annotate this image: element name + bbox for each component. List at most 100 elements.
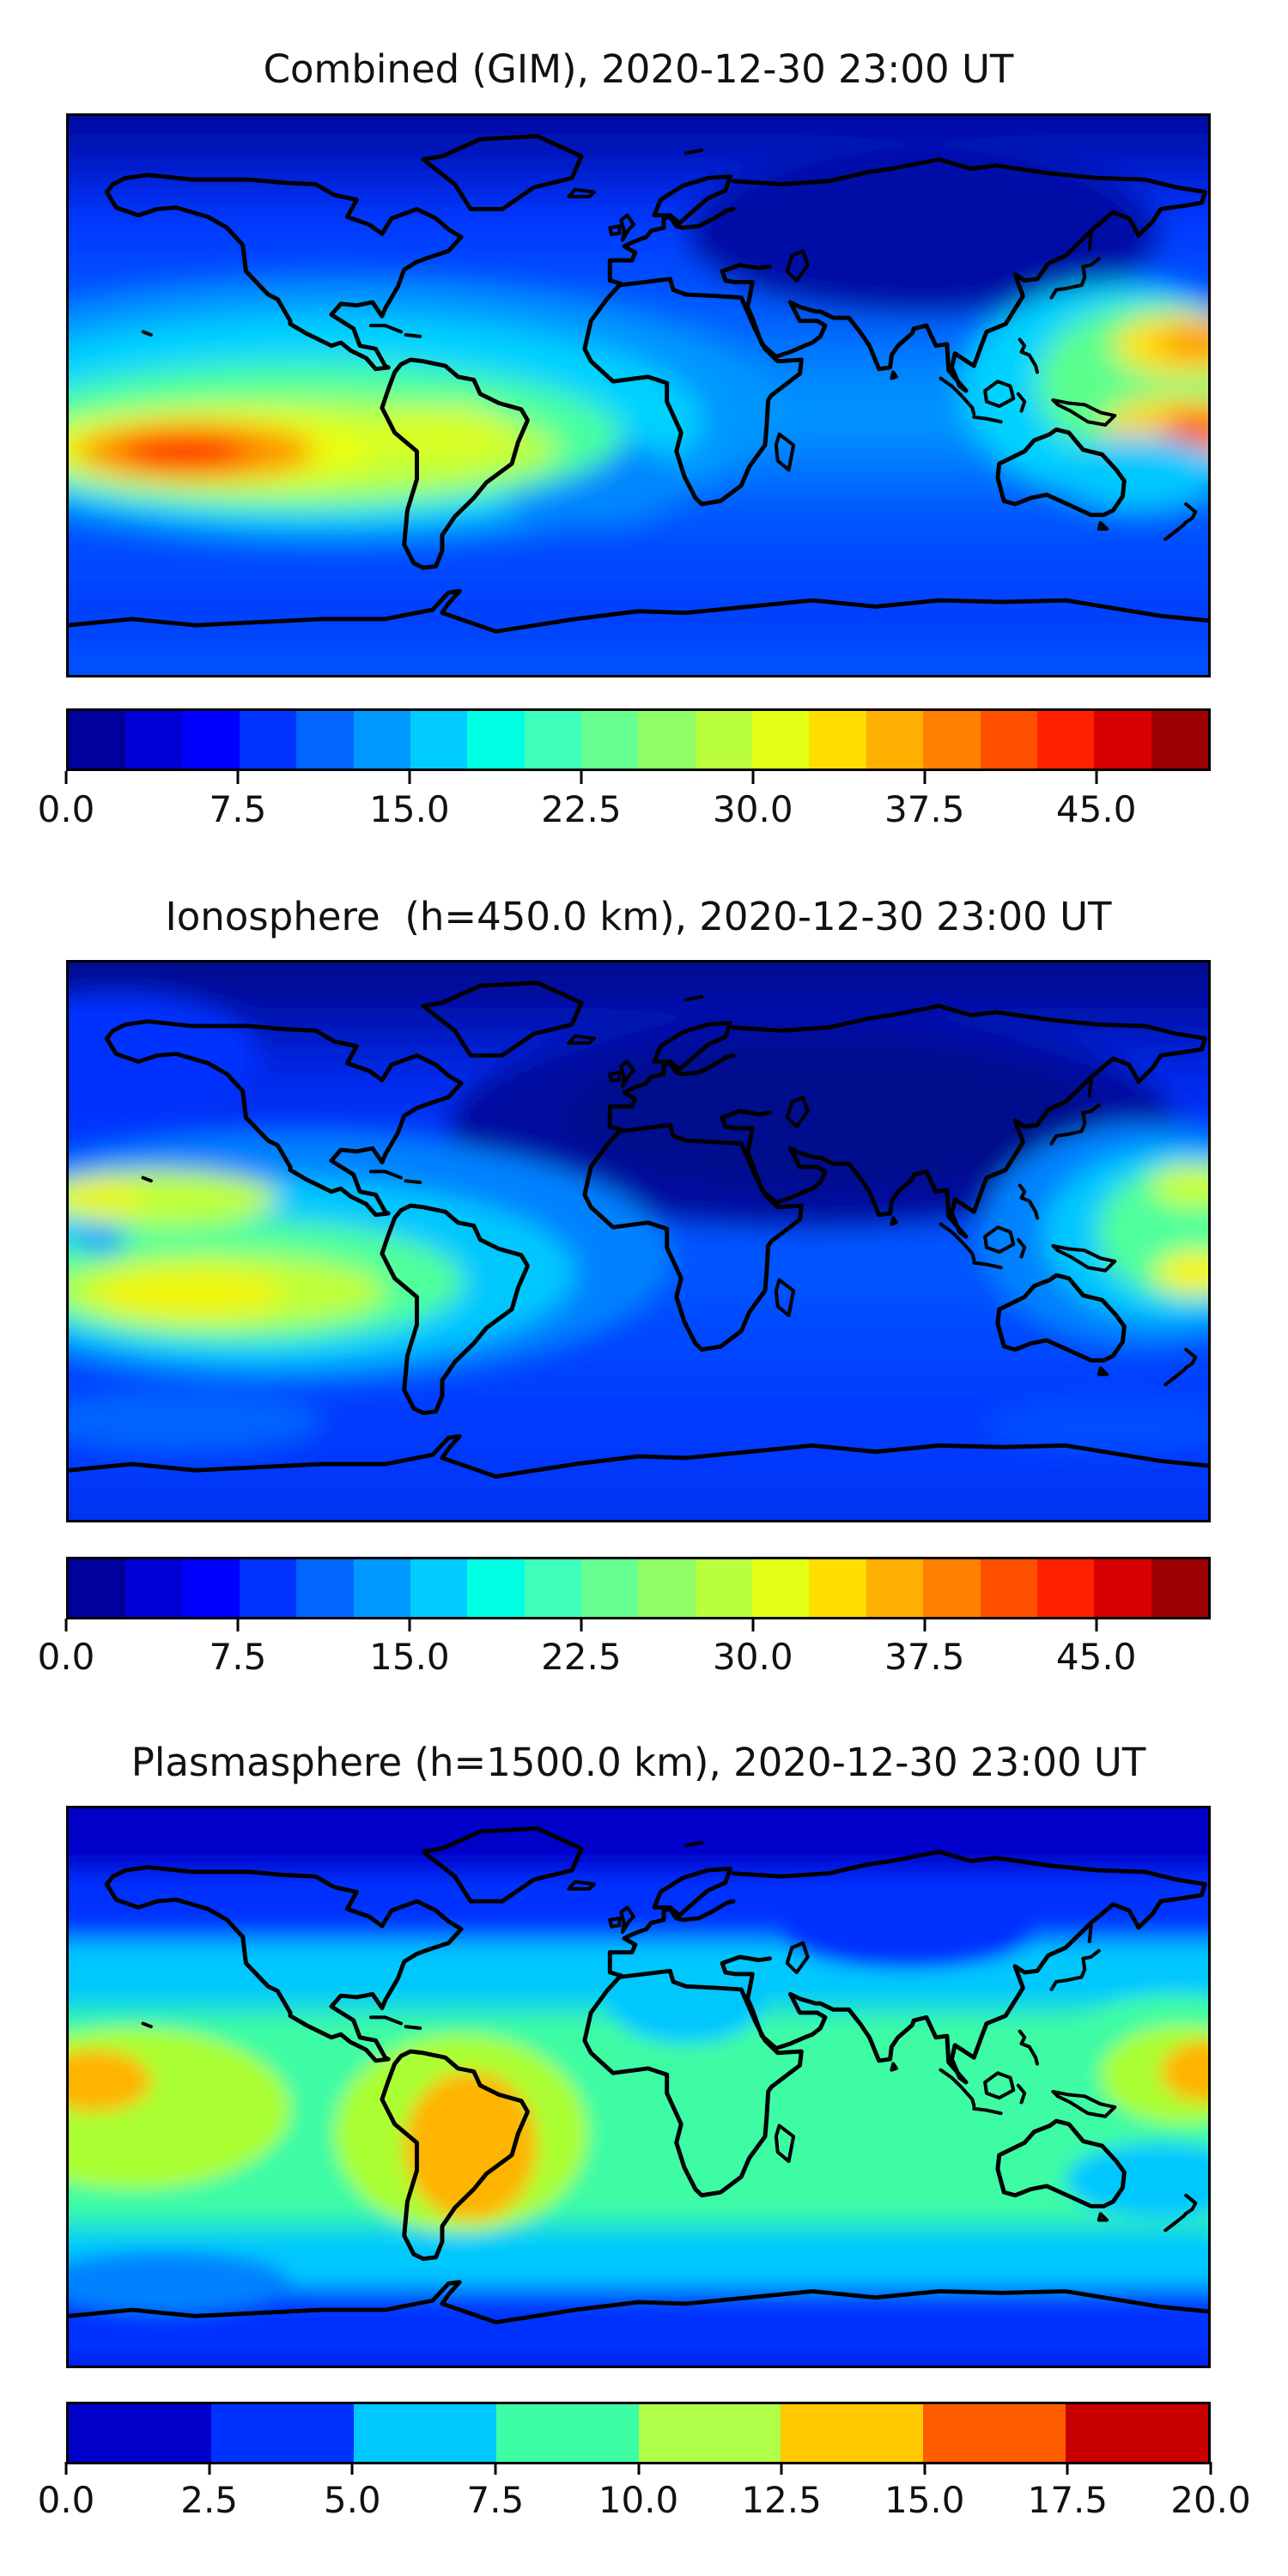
colorbar-tickmark — [580, 1619, 583, 1631]
colorbar-tick-label: 45.0 — [1055, 788, 1137, 830]
panel-3-contour-map — [69, 1808, 1208, 2366]
colorbar-tick-label: 5.0 — [323, 2479, 381, 2521]
colorbar-segment — [524, 1559, 582, 1617]
colorbar-segment — [69, 2404, 211, 2462]
colorbar-segment — [809, 1559, 866, 1617]
colorbar-tickmark — [923, 1619, 927, 1631]
colorbar-segment — [923, 711, 981, 769]
colorbar-tickmark — [408, 1619, 411, 1631]
colorbar-tickmark — [580, 771, 583, 784]
panel-1-colorbar-labels: 0.0 7.5 15.0 22.5 30.0 37.5 45.0 — [38, 788, 1211, 833]
colorbar-segment — [781, 2404, 924, 2462]
colorbar-tick-label: 12.5 — [741, 2479, 822, 2521]
colorbar-tickmark — [751, 1619, 755, 1631]
colorbar-segment — [1094, 1559, 1151, 1617]
colorbar-tickmark — [751, 771, 755, 784]
colorbar-segment — [182, 1559, 240, 1617]
panel-1-colorbar-ticks — [64, 771, 1211, 785]
colorbar-tickmark — [923, 771, 927, 784]
panel-1-map — [66, 113, 1211, 677]
colorbar-segment — [695, 1559, 753, 1617]
colorbar-tickmark — [494, 2462, 497, 2475]
panel-2-colorbar — [66, 1557, 1211, 1619]
colorbar-tickmark — [1095, 1619, 1098, 1631]
colorbar-tickmark — [408, 771, 411, 784]
colorbar-tickmark — [1095, 771, 1098, 784]
colorbar-segment — [240, 711, 297, 769]
colorbar-tickmark — [350, 2462, 354, 2475]
colorbar-tick-label: 15.0 — [369, 1636, 450, 1678]
colorbar-tick-label: 30.0 — [713, 788, 793, 830]
colorbar-segment — [1151, 711, 1208, 769]
colorbar-segment — [638, 1559, 696, 1617]
panel-3-colorbar-ticks — [64, 2462, 1212, 2476]
panel-2-title: Ionosphere (h=450.0 km), 2020-12-30 23:0… — [165, 894, 1112, 939]
colorbar-tick-label: 7.5 — [209, 1636, 267, 1678]
colorbar-tick-label: 10.0 — [598, 2479, 679, 2521]
colorbar-segment — [353, 2404, 496, 2462]
colorbar-tick-label: 37.5 — [884, 788, 965, 830]
panel-1-contour-map — [69, 116, 1208, 675]
colorbar-tick-label: 17.5 — [1027, 2479, 1109, 2521]
colorbar-tick-label: 15.0 — [369, 788, 450, 830]
colorbar-segment — [866, 1559, 924, 1617]
colorbar-segment — [638, 2404, 781, 2462]
colorbar-tick-label: 7.5 — [466, 2479, 525, 2521]
colorbar-segment — [1036, 711, 1095, 769]
colorbar-segment — [125, 1559, 183, 1617]
colorbar-segment — [69, 1559, 126, 1617]
panel-1-title: Combined (GIM), 2020-12-30 23:00 UT — [263, 46, 1014, 92]
colorbar-tickmark — [1209, 2462, 1212, 2475]
colorbar-segment — [240, 1559, 297, 1617]
colorbar-tickmark — [923, 2462, 927, 2475]
panel-2-colorbar-labels: 0.0 7.5 15.0 22.5 30.0 37.5 45.0 — [38, 1636, 1211, 1680]
colorbar-segment — [752, 1559, 810, 1617]
colorbar-segment — [353, 711, 411, 769]
colorbar-segment — [182, 711, 240, 769]
colorbar-segment — [809, 711, 866, 769]
colorbar-segment — [353, 1559, 411, 1617]
colorbar-tick-label: 20.0 — [1170, 2479, 1251, 2521]
colorbar-segment — [866, 711, 924, 769]
colorbar-tick-label: 37.5 — [884, 1636, 965, 1678]
panel-2-map — [66, 960, 1211, 1522]
colorbar-tick-label: 30.0 — [713, 1636, 793, 1678]
colorbar-segment — [581, 1559, 639, 1617]
colorbar-segment — [210, 2404, 354, 2462]
colorbar-tickmark — [64, 1619, 68, 1631]
colorbar-tick-label: 22.5 — [541, 788, 622, 830]
panel-3-colorbar-labels: 0.0 2.5 5.0 7.5 10.0 12.5 15.0 17.5 20.0 — [38, 2479, 1251, 2524]
colorbar-tickmark — [208, 2462, 211, 2475]
colorbar-tick-label: 15.0 — [884, 2479, 965, 2521]
colorbar-segment — [923, 2404, 1066, 2462]
colorbar-tick-label: 2.5 — [180, 2479, 239, 2521]
panel-1-tec-field — [69, 116, 1208, 675]
colorbar-tick-label: 22.5 — [541, 1636, 622, 1678]
colorbar-tickmark — [64, 771, 68, 784]
colorbar-segment — [467, 1559, 525, 1617]
panel-3-colorbar — [66, 2402, 1211, 2464]
colorbar-segment — [980, 1559, 1037, 1617]
colorbar-segment — [524, 711, 582, 769]
colorbar-segment — [69, 711, 126, 769]
colorbar-segment — [923, 1559, 981, 1617]
colorbar-tick-label: 0.0 — [37, 788, 95, 830]
panel-2-colorbar-ticks — [64, 1619, 1211, 1632]
colorbar-tickmark — [64, 2462, 68, 2475]
colorbar-tick-label: 0.0 — [37, 2479, 95, 2521]
colorbar-segment — [638, 711, 696, 769]
colorbar-tickmark — [780, 2462, 783, 2475]
panel-3-map — [66, 1806, 1211, 2368]
colorbar-segment — [495, 2404, 639, 2462]
colorbar-segment — [125, 711, 183, 769]
colorbar-tickmark — [1066, 2462, 1069, 2475]
colorbar-segment — [1151, 1559, 1208, 1617]
colorbar-segment — [296, 711, 354, 769]
colorbar-segment — [980, 711, 1037, 769]
panel-2-tec-field — [69, 963, 1208, 1520]
colorbar-segment — [410, 711, 468, 769]
panel-3-title: Plasmasphere (h=1500.0 km), 2020-12-30 2… — [131, 1740, 1146, 1785]
panel-2-contour-map — [69, 963, 1208, 1520]
colorbar-segment — [581, 711, 639, 769]
